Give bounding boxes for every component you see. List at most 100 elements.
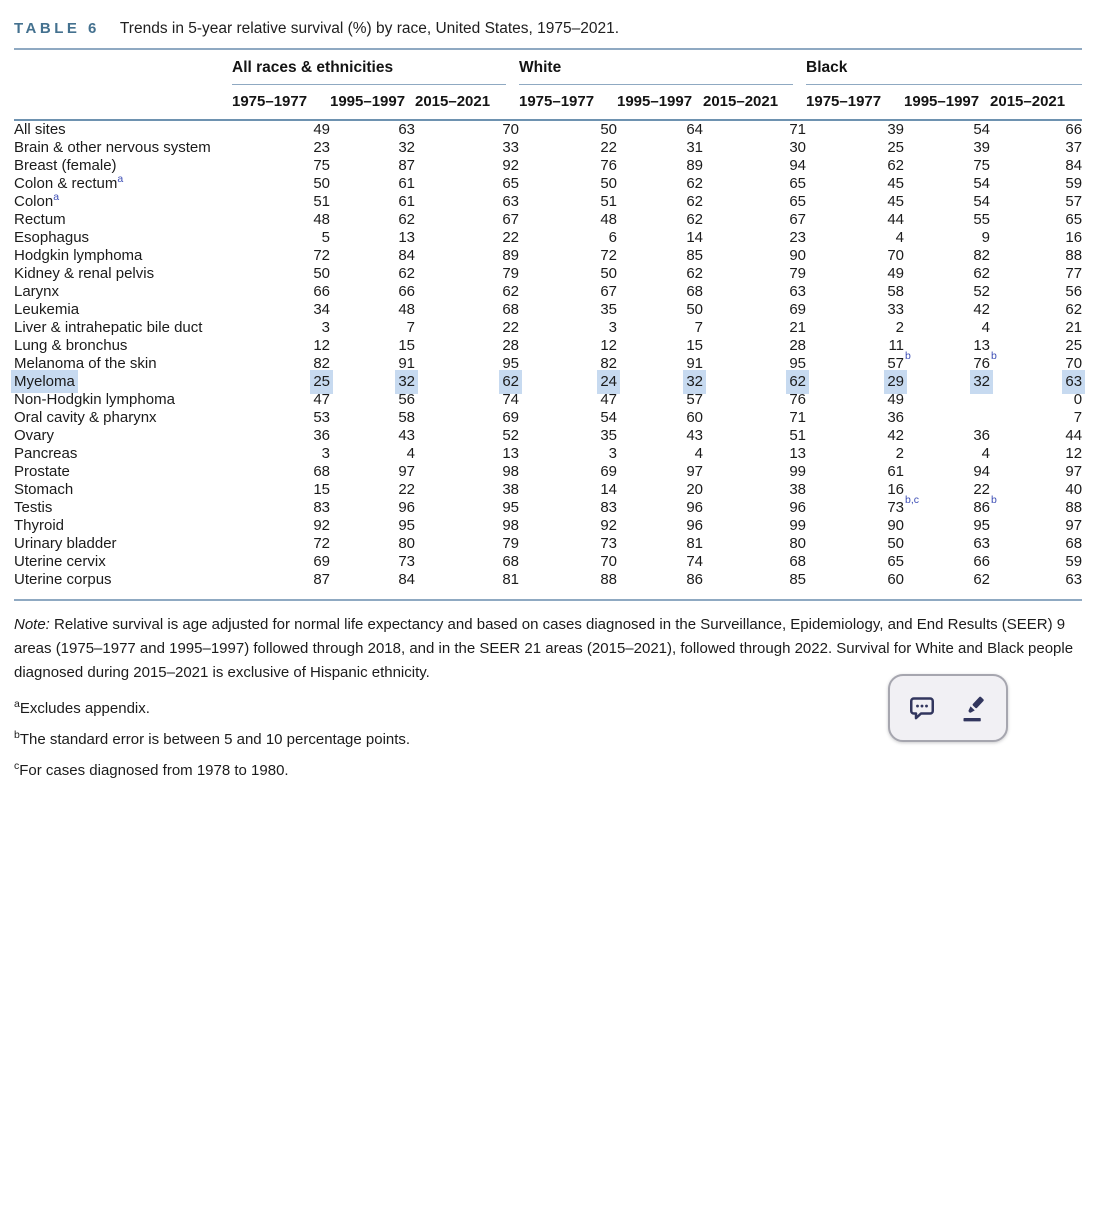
- cell: 13: [973, 337, 991, 354]
- cell: 22: [502, 229, 519, 246]
- cell: 72: [313, 247, 330, 264]
- cell: 2: [895, 445, 905, 462]
- cell: 68: [1065, 535, 1083, 552]
- cell: 92: [502, 157, 519, 174]
- cell: 30: [789, 139, 807, 156]
- row-label: Kidney & renal pelvis: [14, 265, 155, 282]
- cell: 13: [789, 445, 807, 462]
- survival-table: All races & ethnicities White Black 1975…: [14, 48, 1083, 601]
- row-label: Myeloma: [14, 373, 75, 390]
- cell: 36: [887, 409, 905, 426]
- cell: 56: [1065, 283, 1083, 300]
- cell: 87: [398, 157, 415, 174]
- footnote-marker: b: [14, 729, 20, 741]
- cell: 22: [600, 139, 617, 156]
- cell: 13: [502, 445, 519, 462]
- cell: 33: [887, 301, 905, 318]
- table-row: Pancreas 3 4 13 3 4 13 2 4 12: [14, 445, 1082, 463]
- cell: 3: [608, 445, 617, 462]
- cell: 62: [502, 283, 519, 300]
- row-label: Uterine corpus: [14, 571, 232, 601]
- cell: 91: [686, 355, 703, 372]
- cell: 86 b: [973, 494, 997, 516]
- row-label: Lung & bronchus: [14, 337, 128, 354]
- row-label: Hodgkin lymphoma: [14, 247, 143, 264]
- cell: 71: [789, 121, 807, 138]
- table-row: Breast (female) 75 87 92 76 89 94 62 75 84: [14, 157, 1082, 175]
- row-label: Pancreas: [14, 445, 78, 462]
- cell: 22: [502, 319, 519, 336]
- cell: 69: [789, 301, 807, 318]
- table-row: Urinary bladder 72 80 79 73 81 80 50 63 68: [14, 535, 1082, 553]
- cell: 11: [888, 337, 905, 354]
- cell: 60: [806, 571, 905, 601]
- cell: 50: [686, 301, 703, 318]
- table-row: Larynx 66 66 62 67 68 63 58 52 56: [14, 283, 1082, 301]
- table-row: Liver & intrahepatic bile duct 3 7 22 3 7 21 2 4…: [14, 319, 1082, 337]
- cell: 81: [415, 571, 519, 601]
- cell: 61: [398, 193, 415, 210]
- cell: 38: [789, 481, 807, 498]
- highlight-button[interactable]: [958, 692, 990, 724]
- table-row: Lung & bronchus 12 15 28 12 15 28 11 13 25: [14, 337, 1082, 355]
- cell: 42: [887, 427, 905, 444]
- cell: 90: [887, 517, 905, 534]
- cell: 32: [686, 373, 703, 391]
- row-label: Brain & other nervous system: [14, 139, 211, 156]
- cell: 42: [973, 301, 991, 318]
- cell: 25: [313, 373, 330, 391]
- cell: 66: [1065, 121, 1083, 138]
- cell: 58: [398, 409, 415, 426]
- cell: 54: [973, 175, 991, 192]
- cell: 95: [398, 517, 415, 534]
- empty-corner-cell: [14, 85, 232, 121]
- note-label: Note:: [14, 616, 50, 633]
- cell: 34: [313, 301, 330, 318]
- cell: 28: [789, 337, 807, 354]
- year-header: 2015–2021: [990, 85, 1083, 121]
- cell: 48: [313, 211, 330, 228]
- table-body: All sites 49 63 70 50 64 71 39 54 66 Brain & other…: [14, 120, 1083, 601]
- annotation-popup: [888, 674, 1008, 742]
- cell: 33: [502, 139, 519, 156]
- cell: 49: [887, 391, 905, 408]
- cell: 52: [502, 427, 519, 444]
- cell: 37: [1065, 139, 1083, 156]
- cell: 43: [686, 427, 703, 444]
- year-header: 1995–1997: [330, 85, 415, 121]
- cell: 48: [600, 211, 617, 228]
- cell: 68: [686, 283, 703, 300]
- note-text: Relative survival is age adjusted for no…: [14, 616, 1074, 681]
- cell: 47: [600, 391, 617, 408]
- table-row: Hodgkin lymphoma 72 84 89 72 85 90 70 82 88: [14, 247, 1082, 265]
- cell: 96: [398, 499, 415, 516]
- cell: 12: [313, 337, 330, 354]
- cell: 62: [686, 175, 703, 192]
- cell: 92: [600, 517, 617, 534]
- cell: 76: [600, 157, 617, 174]
- cell: 63: [973, 535, 991, 552]
- add-comment-button[interactable]: [906, 692, 938, 724]
- table-row: Rectum 48 62 67 48 62 67 44 55 65: [14, 211, 1082, 229]
- cell: 63: [1065, 373, 1083, 391]
- cell: 87: [232, 571, 330, 601]
- cell: [904, 409, 990, 427]
- cell: 50: [313, 265, 330, 282]
- table-row: Uterine corpus 87 84 81 88 86 85 60 62 63: [14, 571, 1083, 601]
- cell: 66: [973, 553, 991, 570]
- table-row: Testis 83 96 95 83 96 96 73 b,c 86 b 88: [14, 494, 1082, 517]
- empty-corner-cell: [14, 49, 232, 85]
- cell: 97: [1065, 463, 1083, 480]
- cell: 85: [686, 247, 703, 264]
- cell: 62: [973, 265, 991, 282]
- cell: 32: [973, 373, 991, 391]
- table-row: Myeloma 25 32 62 24 32 62 29 32 63: [14, 373, 1083, 391]
- cell: 50: [600, 121, 617, 138]
- cell: 62: [686, 211, 703, 228]
- cell: 96: [686, 499, 703, 516]
- cell: 74: [502, 391, 519, 408]
- column-group-black: Black: [806, 50, 1083, 85]
- cell: 50: [600, 265, 617, 282]
- cell: 63: [398, 121, 415, 138]
- cell: 66: [313, 283, 330, 300]
